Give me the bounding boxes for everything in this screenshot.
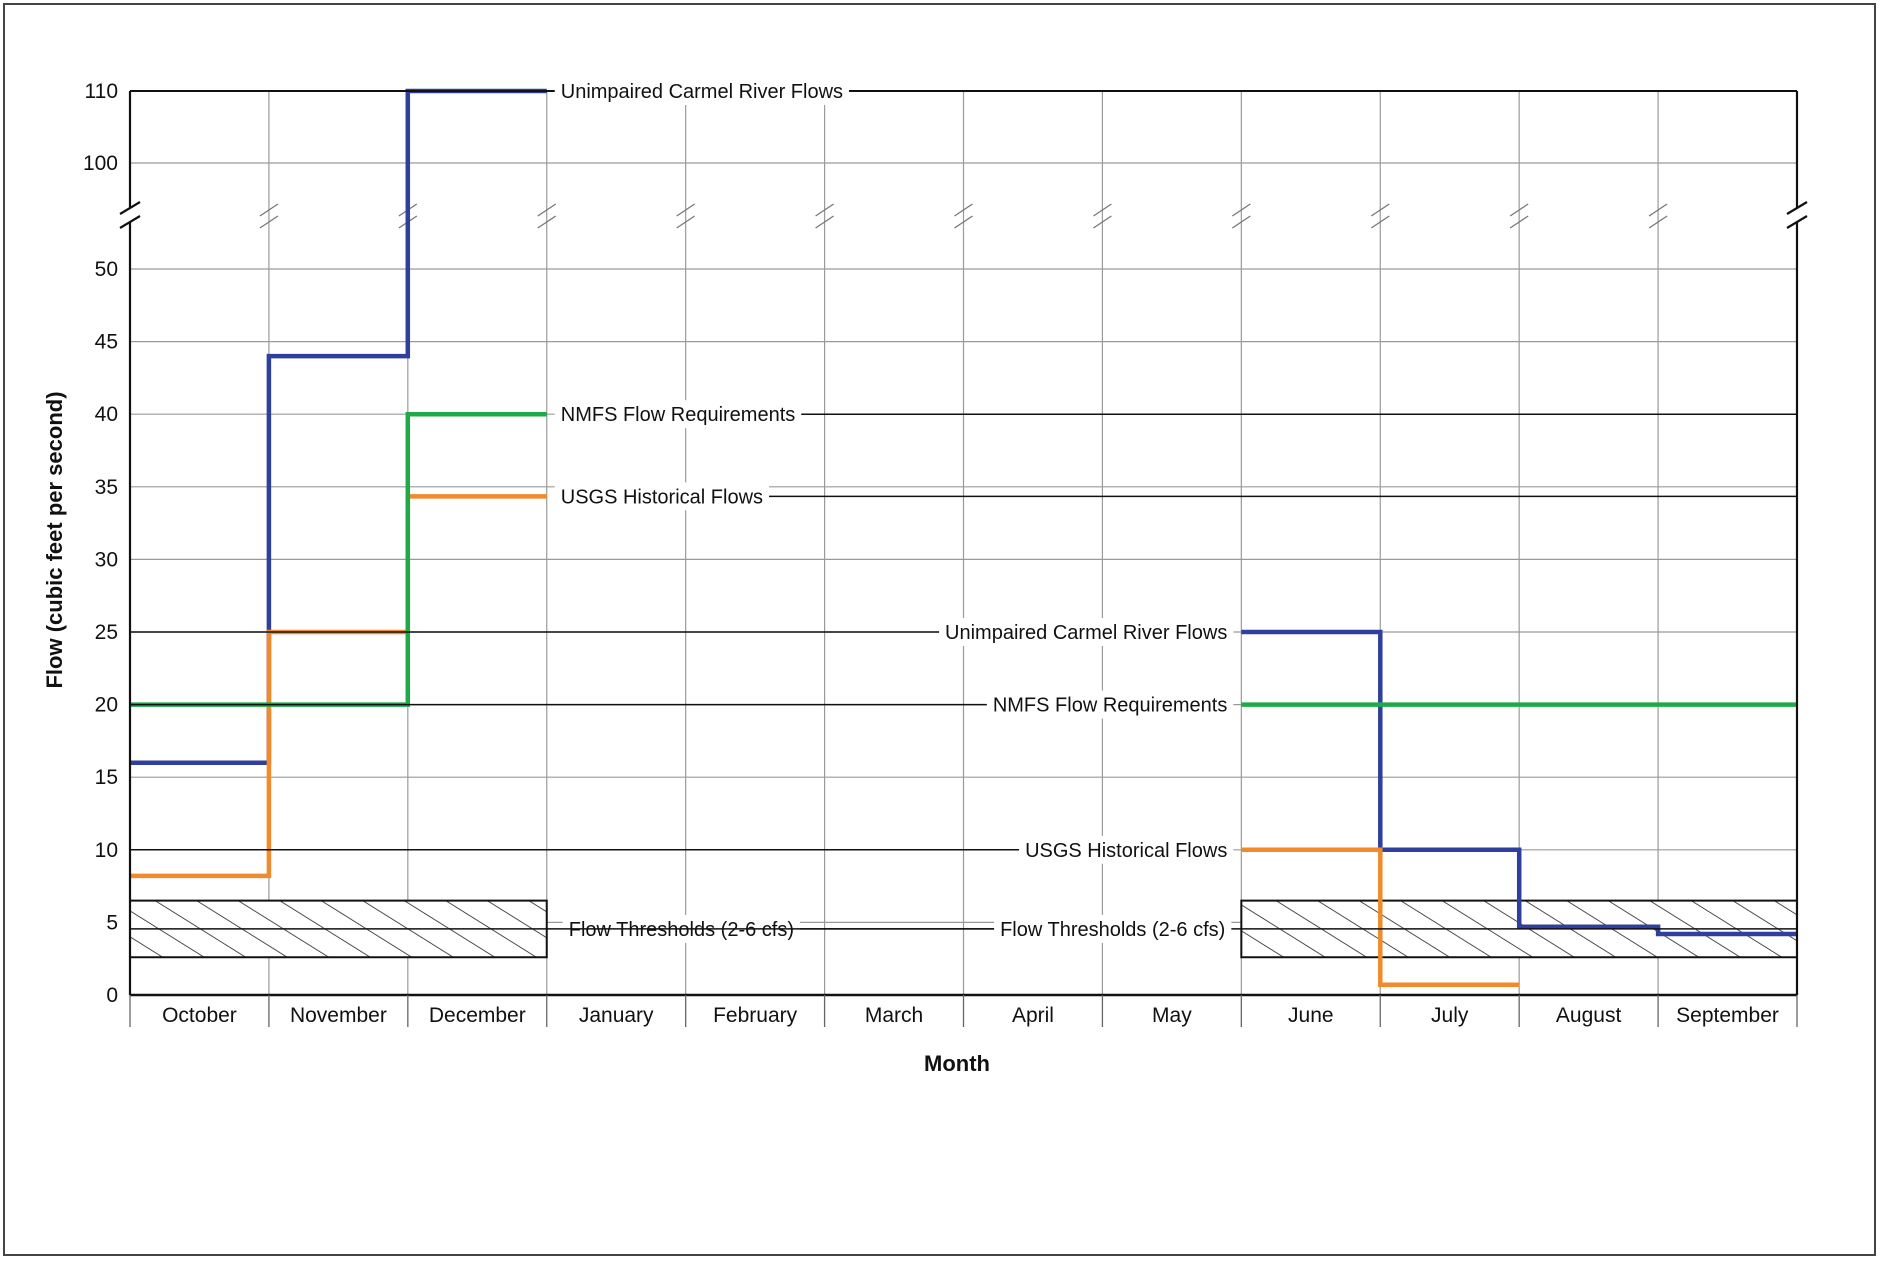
- figure-frame: [3, 3, 1876, 1256]
- y-tick-label: 110: [85, 80, 118, 103]
- y-tick-label: 25: [95, 621, 118, 644]
- break-mark: [1648, 203, 1668, 217]
- break-mark: [676, 203, 696, 217]
- x-tick-label: April: [1012, 1004, 1054, 1027]
- break-mark: [1231, 215, 1251, 229]
- axis-break-mark: [119, 201, 141, 215]
- x-tick-label: December: [429, 1004, 526, 1027]
- label-bg: [554, 77, 850, 105]
- break-mark: [537, 215, 557, 229]
- y-tick-label: 35: [95, 476, 118, 499]
- label-bg: [554, 482, 770, 511]
- labels: Unimpaired Carmel River Flows Unimpaired …: [130, 77, 1797, 943]
- break-mark: [1648, 215, 1668, 229]
- break-mark: [815, 203, 834, 217]
- break-mark: [1093, 203, 1112, 217]
- x-tick-label: October: [162, 1004, 237, 1027]
- y-tick-label: 10: [95, 839, 118, 862]
- x-tick-label: March: [865, 1004, 923, 1027]
- break-mark: [815, 215, 834, 229]
- threshold-label: Flow Thresholds (2-6 cfs): [569, 919, 794, 941]
- label-bg: [554, 400, 802, 429]
- y-tick-label: 0: [106, 984, 118, 1007]
- x-axis-title: Month: [924, 1051, 990, 1076]
- break-mark: [1370, 203, 1390, 217]
- series-line-unimpaired-carmel-river-flows: [130, 88, 547, 765]
- series-label: Unimpaired Carmel River Flows: [561, 81, 843, 103]
- series-label: USGS Historical Flows: [561, 486, 763, 508]
- x-tick-label: November: [290, 1004, 387, 1027]
- label-bg: [986, 690, 1234, 719]
- label-bg: [939, 618, 1234, 646]
- axis-break-mark: [1786, 201, 1808, 215]
- break-mark: [1509, 215, 1529, 229]
- x-tick-label: September: [1676, 1004, 1779, 1027]
- axes: 0 5 10 15 20 25 30 35 40 45 50 100 110 October Novembe…: [83, 80, 1808, 1027]
- x-tick-label: January: [579, 1004, 654, 1027]
- series-label: NMFS Flow Requirements: [993, 695, 1228, 717]
- y-tick-label: 15: [95, 766, 118, 789]
- y-tick-label: 5: [106, 911, 118, 934]
- series-line-usgs-historical-flows: [1241, 847, 1520, 988]
- break-mark: [259, 215, 279, 229]
- y-tick-label: 40: [95, 403, 118, 426]
- break-mark: [1231, 203, 1251, 217]
- x-tick-label: August: [1556, 1004, 1622, 1027]
- y-tick-label: 100: [83, 152, 118, 175]
- x-tick-label: May: [1152, 1004, 1192, 1027]
- series-line-usgs-historical-flows: [130, 494, 547, 879]
- break-mark: [1093, 215, 1112, 229]
- series-label: USGS Historical Flows: [1025, 840, 1227, 862]
- y-tick-label: 30: [95, 548, 118, 571]
- axis-break-mark: [1786, 215, 1808, 229]
- break-mark: [259, 203, 279, 217]
- y-tick-label: 20: [95, 694, 118, 717]
- break-mark: [954, 215, 973, 229]
- break-mark: [1509, 203, 1529, 217]
- label-bg: [994, 914, 1232, 943]
- axis-break-mark: [119, 215, 141, 229]
- x-tick-label: June: [1288, 1004, 1334, 1027]
- series-label: NMFS Flow Requirements: [561, 404, 796, 426]
- label-bg: [1019, 835, 1234, 864]
- series-label: Unimpaired Carmel River Flows: [945, 622, 1227, 644]
- y-tick-label: 45: [95, 331, 118, 354]
- break-mark: [1370, 215, 1390, 229]
- series-line-unimpaired-carmel-river-flows: [1241, 629, 1797, 937]
- x-tick-label: February: [713, 1004, 798, 1027]
- threshold-label: Flow Thresholds (2-6 cfs): [1000, 919, 1225, 941]
- y-tick-label: 50: [95, 258, 118, 281]
- break-mark: [954, 203, 973, 217]
- x-tick-label: July: [1431, 1004, 1469, 1027]
- grid-lines: [130, 91, 1797, 995]
- y-axis-title: Flow (cubic feet per second): [42, 391, 67, 688]
- break-mark: [676, 215, 696, 229]
- break-mark: [537, 203, 557, 217]
